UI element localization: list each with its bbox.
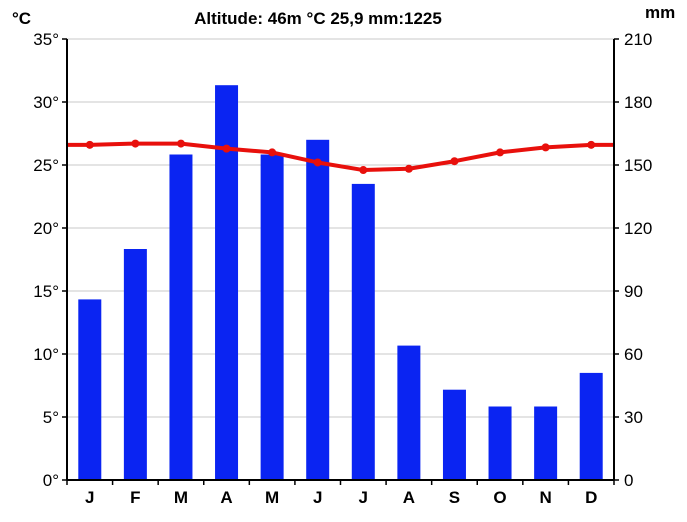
temperature-line bbox=[67, 139, 614, 175]
category-label: O bbox=[493, 488, 506, 507]
category-label: A bbox=[220, 488, 232, 507]
precipitation-bars bbox=[78, 85, 603, 481]
right-tick-label: 180 bbox=[624, 93, 652, 112]
temperature-point bbox=[222, 144, 231, 153]
temperature-point bbox=[131, 139, 140, 148]
right-tick-label: 30 bbox=[624, 408, 643, 427]
temperature-point bbox=[176, 139, 185, 148]
right-tick-label: 150 bbox=[624, 156, 652, 175]
precipitation-bar bbox=[488, 406, 512, 480]
temperature-point bbox=[85, 140, 94, 149]
temperature-point bbox=[450, 157, 459, 166]
left-tick-label: 0° bbox=[43, 471, 59, 490]
left-tick-label: 30° bbox=[33, 93, 59, 112]
category-label: M bbox=[174, 488, 188, 507]
right-tick-label: 90 bbox=[624, 282, 643, 301]
category-label: N bbox=[539, 488, 551, 507]
precipitation-bar bbox=[351, 183, 375, 480]
temperature-point bbox=[587, 140, 596, 149]
temperature-line-path bbox=[67, 141, 614, 173]
category-label: M bbox=[265, 488, 279, 507]
right-tick-label: 0 bbox=[624, 471, 633, 490]
right-tick-label: 60 bbox=[624, 345, 643, 364]
right-axis-unit: mm bbox=[645, 3, 675, 22]
category-label: A bbox=[403, 488, 415, 507]
precipitation-bar bbox=[306, 139, 330, 481]
precipitation-bar bbox=[534, 406, 558, 480]
gridlines bbox=[67, 38, 614, 418]
temperature-point bbox=[496, 148, 505, 157]
precipitation-bar bbox=[442, 389, 466, 480]
precipitation-bar bbox=[397, 345, 421, 480]
precipitation-bar bbox=[169, 154, 193, 480]
category-label: J bbox=[85, 488, 94, 507]
axes bbox=[66, 39, 615, 481]
temperature-point bbox=[313, 158, 322, 167]
left-tick-label: 5° bbox=[43, 408, 59, 427]
left-tick-labels: 0° 5° 10° 15° 20° 25° 30° 35° bbox=[33, 30, 67, 490]
temperature-point bbox=[541, 143, 550, 152]
precipitation-bar bbox=[215, 85, 239, 480]
temperature-point bbox=[404, 164, 413, 173]
temperature-point bbox=[268, 148, 277, 157]
precipitation-bar bbox=[123, 249, 147, 480]
category-label: D bbox=[585, 488, 597, 507]
left-tick-label: 15° bbox=[33, 282, 59, 301]
chart-title: Altitude: 46m °C 25,9 mm:1225 bbox=[194, 9, 442, 28]
category-label: F bbox=[130, 488, 140, 507]
category-label: S bbox=[449, 488, 460, 507]
right-tick-label: 120 bbox=[624, 219, 652, 238]
left-tick-label: 20° bbox=[33, 219, 59, 238]
right-tick-label: 210 bbox=[624, 30, 652, 49]
left-tick-label: 10° bbox=[33, 345, 59, 364]
category-label: J bbox=[359, 488, 368, 507]
category-label: J bbox=[313, 488, 322, 507]
precipitation-bar bbox=[260, 154, 284, 480]
left-tick-label: 35° bbox=[33, 30, 59, 49]
precipitation-bar bbox=[579, 372, 603, 480]
precipitation-bar bbox=[78, 299, 102, 480]
right-tick-labels: 0 30 60 90 120 150 180 210 bbox=[614, 30, 652, 490]
temperature-point bbox=[359, 166, 368, 175]
left-tick-label: 25° bbox=[33, 156, 59, 175]
left-axis-unit: °C bbox=[12, 9, 31, 28]
